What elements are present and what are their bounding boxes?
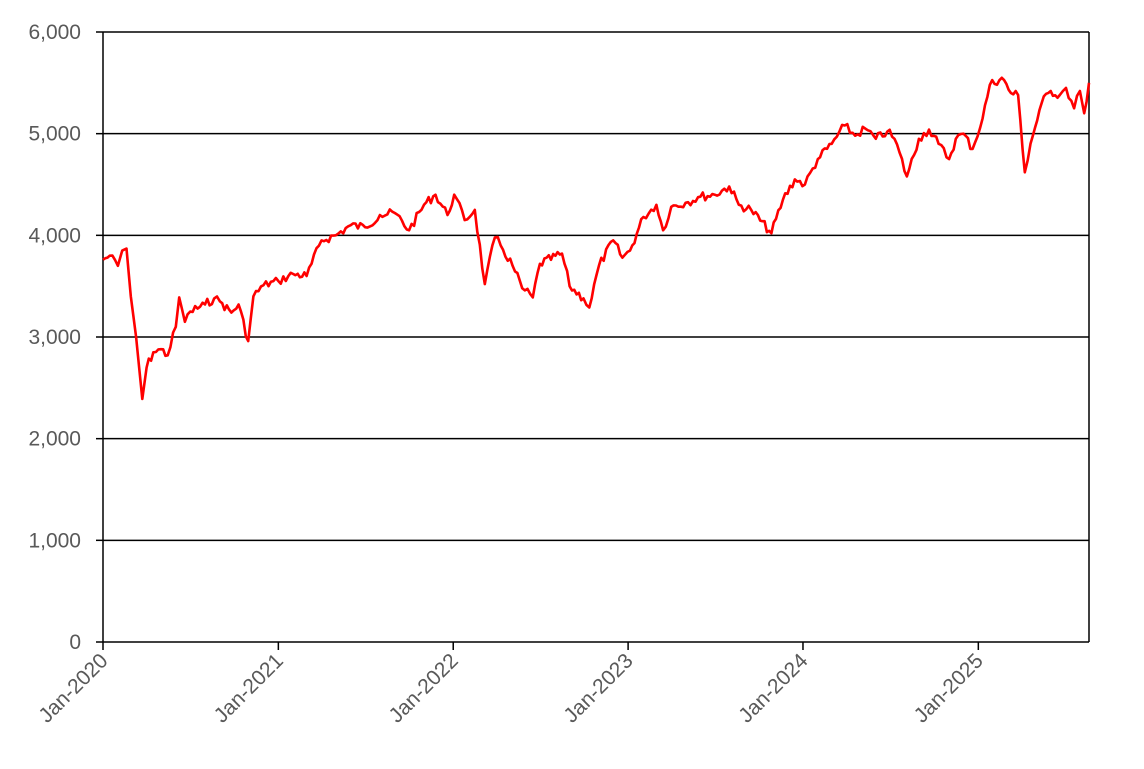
y-tick-label: 6,000: [28, 21, 81, 44]
y-tick-label: 2,000: [28, 428, 81, 451]
series-layer: [102, 76, 1091, 401]
y-tick-label: 3,000: [28, 326, 81, 349]
y-tick-label: 5,000: [28, 123, 81, 146]
y-tick-label: 1,000: [28, 529, 81, 552]
x-tick-label: Jan-2021: [210, 649, 288, 727]
x-tick-label: Jan-2024: [734, 649, 812, 727]
x-tick-label: Jan-2022: [385, 649, 463, 727]
y-tick-label: 0: [69, 631, 81, 654]
y-axis: 0 1,000 2,000 3,000 4,000 5,000 6,000: [28, 21, 1090, 654]
x-tick-label: Jan-2025: [910, 649, 988, 727]
x-tick-label: Jan-2020: [34, 649, 112, 727]
y-gridlines: [103, 31, 1089, 542]
y-tick-label: 4,000: [28, 224, 81, 247]
x-axis: Jan-2020 Jan-2021 Jan-2022 Jan-2023 Jan-2024…: [34, 641, 1089, 727]
x-tick-label: Jan-2023: [559, 649, 637, 727]
series-line-0: [102, 76, 1091, 401]
